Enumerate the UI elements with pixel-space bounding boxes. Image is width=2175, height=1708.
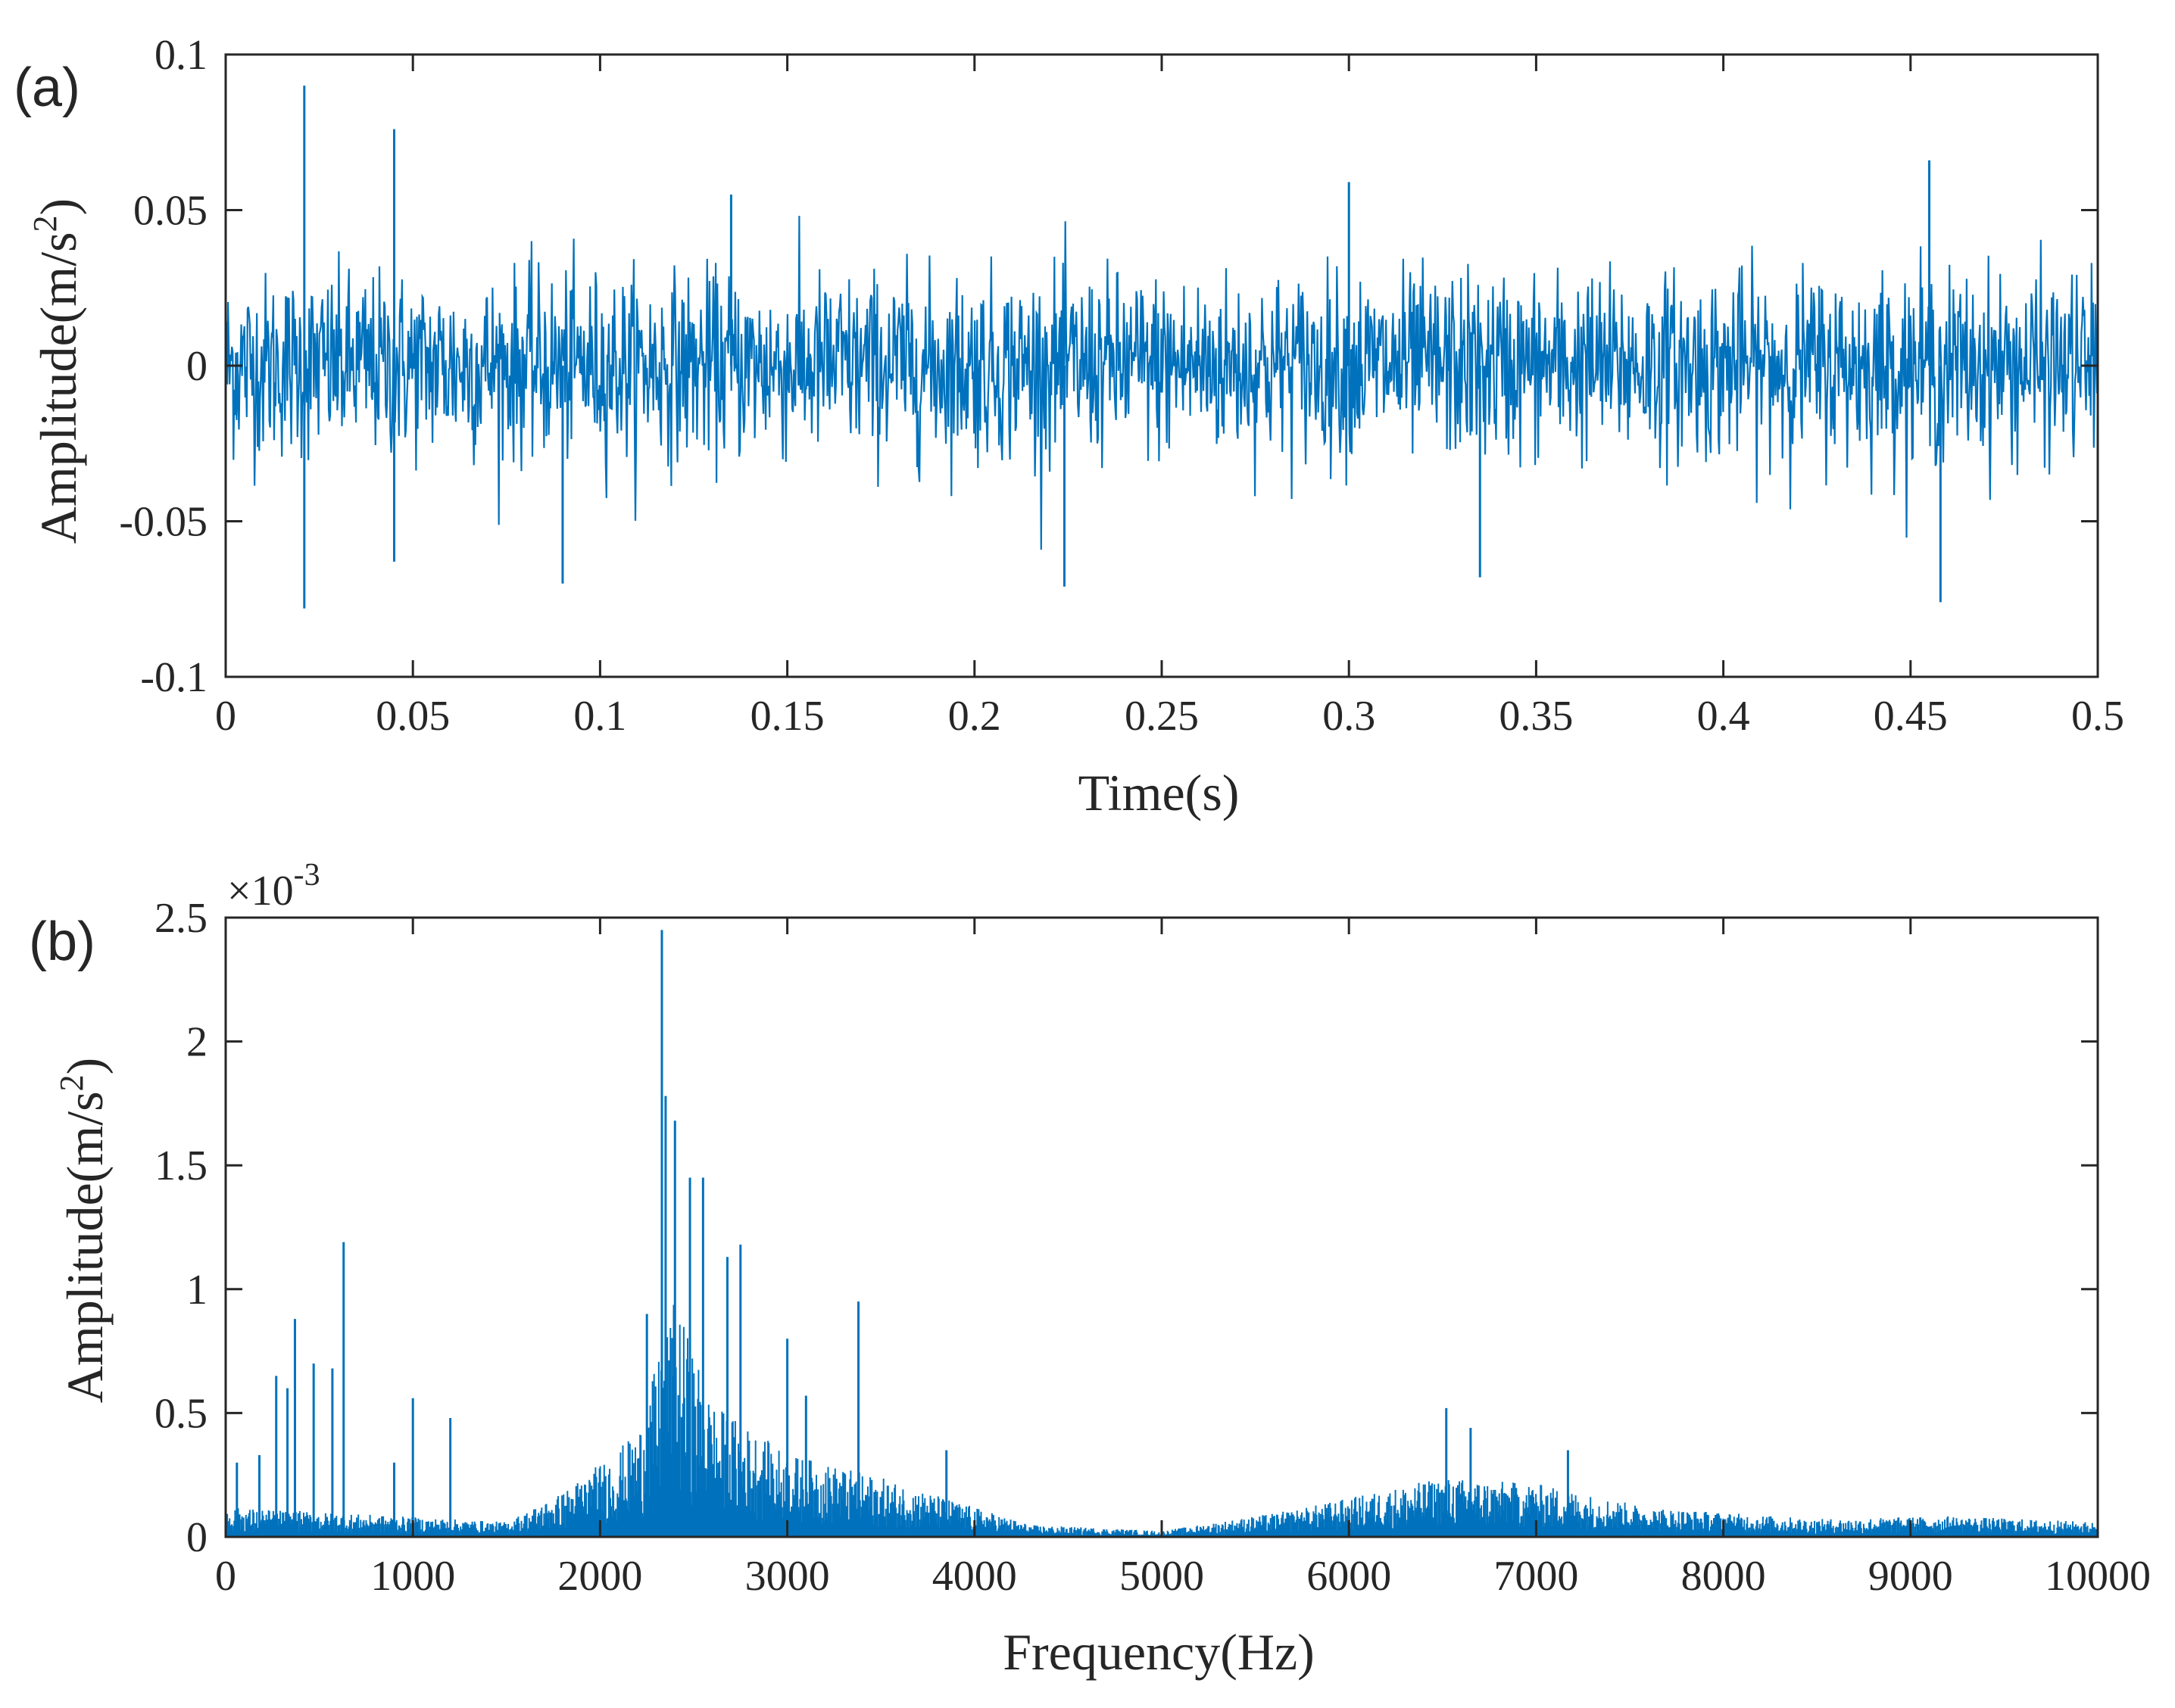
x-tick-label: 0.15 [750, 693, 825, 740]
x-tick-label: 0 [215, 693, 236, 740]
panel-b-x-ticks: 0 1000 2000 3000 4000 5000 6000 7000 8000 9000 100… [215, 918, 2151, 1600]
x-tick-label: 7000 [1493, 1553, 1578, 1600]
y-tick-label: 0.5 [154, 1390, 208, 1437]
x-tick-label: 0.3 [1322, 693, 1375, 740]
x-tick-label: 4000 [932, 1553, 1017, 1600]
x-tick-label: 3000 [745, 1553, 830, 1600]
panel-b-spectrum: (b) 0 1000 2000 3000 4000 5000 6000 7000 8000 900… [29, 858, 2151, 1681]
y-tick-label: 1 [186, 1267, 208, 1314]
y-tick-label: -0.1 [140, 654, 208, 701]
x-tick-label: 0.45 [1874, 693, 1948, 740]
x-tick-label: 0.5 [2071, 693, 2124, 740]
x-tick-label: 8000 [1681, 1553, 1766, 1600]
x-tick-label: 0.35 [1499, 693, 1573, 740]
y-tick-label: 2.5 [154, 895, 208, 942]
x-tick-label: 0 [215, 1553, 236, 1600]
y-tick-label: 0.1 [154, 32, 208, 79]
x-tick-label: 0.05 [376, 693, 450, 740]
x-tick-label: 10000 [2045, 1553, 2151, 1600]
panel-b-label: (b) [29, 912, 95, 972]
y-tick-label: 0 [186, 343, 208, 390]
panel-b-y-exponent: ×10-3 [227, 858, 320, 915]
x-tick-label: 6000 [1306, 1553, 1391, 1600]
panel-a-time-signal: (a) 0 0.05 0.1 0.15 0.2 0.25 0.3 0.35 0.4 0.45 0.5… [14, 32, 2124, 821]
y-tick-label: -0.05 [119, 499, 208, 546]
x-tick-label: 1000 [370, 1553, 455, 1600]
panel-a-y-axis-title: Amplitude(m/s2) [27, 198, 87, 544]
panel-a-signal-trace [224, 216, 2099, 550]
x-tick-label: 0.25 [1125, 693, 1199, 740]
panel-b-x-axis-title: Frequency(Hz) [1003, 1623, 1315, 1681]
x-tick-label: 9000 [1868, 1553, 1953, 1600]
x-tick-label: 0.4 [1697, 693, 1750, 740]
panel-a-label: (a) [14, 58, 80, 118]
panel-a-y-ticks: -0.1 -0.05 0 0.05 0.1 [119, 32, 2098, 701]
y-tick-label: 0.05 [133, 188, 208, 235]
panel-a-x-ticks: 0 0.05 0.1 0.15 0.2 0.25 0.3 0.35 0.4 0.45 0.5 [215, 55, 2124, 740]
y-tick-label: 1.5 [154, 1142, 208, 1189]
panel-b-y-ticks: 0 0.5 1 1.5 2 2.5 [154, 895, 2098, 1561]
y-tick-label: 0 [186, 1514, 208, 1561]
y-tick-label: 2 [186, 1019, 208, 1066]
panel-b-y-axis-title: Amplitude(m/s2) [53, 1058, 114, 1403]
x-tick-label: 5000 [1119, 1553, 1204, 1600]
x-tick-label: 0.2 [948, 693, 1001, 740]
x-tick-label: 0.1 [573, 693, 626, 740]
x-tick-label: 2000 [557, 1553, 642, 1600]
panel-a-x-axis-title: Time(s) [1078, 764, 1240, 821]
